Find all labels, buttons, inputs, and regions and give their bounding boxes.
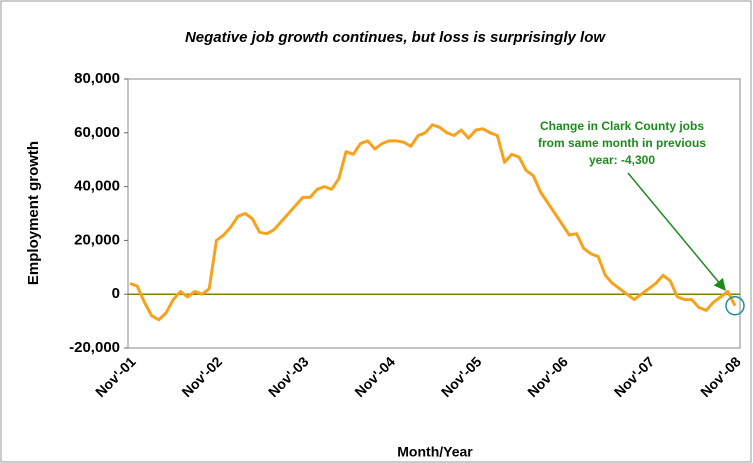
chart-title: Negative job growth continues, but loss …: [185, 29, 606, 46]
annotation: Change in Clark County jobs: [540, 119, 704, 133]
y-tick-label: -20,000: [69, 339, 120, 356]
x-axis-label: Month/Year: [397, 444, 473, 460]
annotation-arrow: [627, 172, 726, 291]
data-line: [129, 123, 737, 322]
y-tick-label: 20,000: [74, 231, 120, 248]
y-tick-label: 60,000: [74, 124, 120, 141]
highlight-circle: [725, 296, 745, 316]
y-axis-label: Employment growth: [25, 141, 42, 285]
y-tick-label: 40,000: [74, 178, 120, 195]
y-tick-label: 0: [112, 285, 120, 302]
y-tick-label: 80,000: [74, 70, 120, 87]
plot-area: [127, 78, 741, 349]
annotation: from same month in previous: [538, 136, 706, 150]
annotation: year: -4,300: [589, 153, 655, 167]
